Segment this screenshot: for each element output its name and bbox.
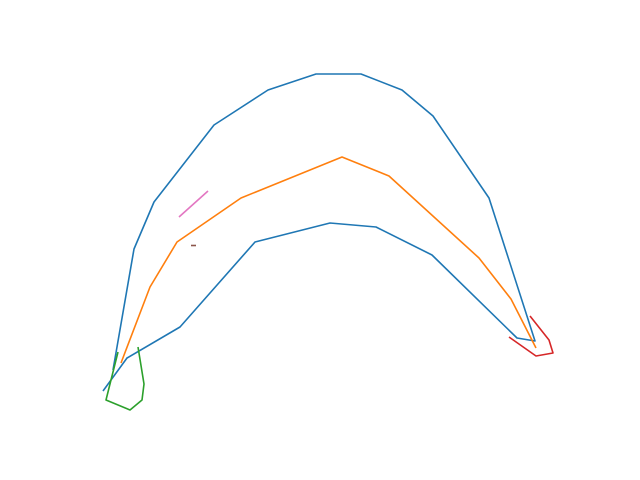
pink-dash-stroke — [178, 190, 209, 218]
outline-stroke — [102, 73, 536, 392]
centerline-stroke — [120, 156, 537, 364]
right-end-marker-stroke — [508, 315, 554, 357]
left-end-marker-stroke — [105, 346, 145, 411]
